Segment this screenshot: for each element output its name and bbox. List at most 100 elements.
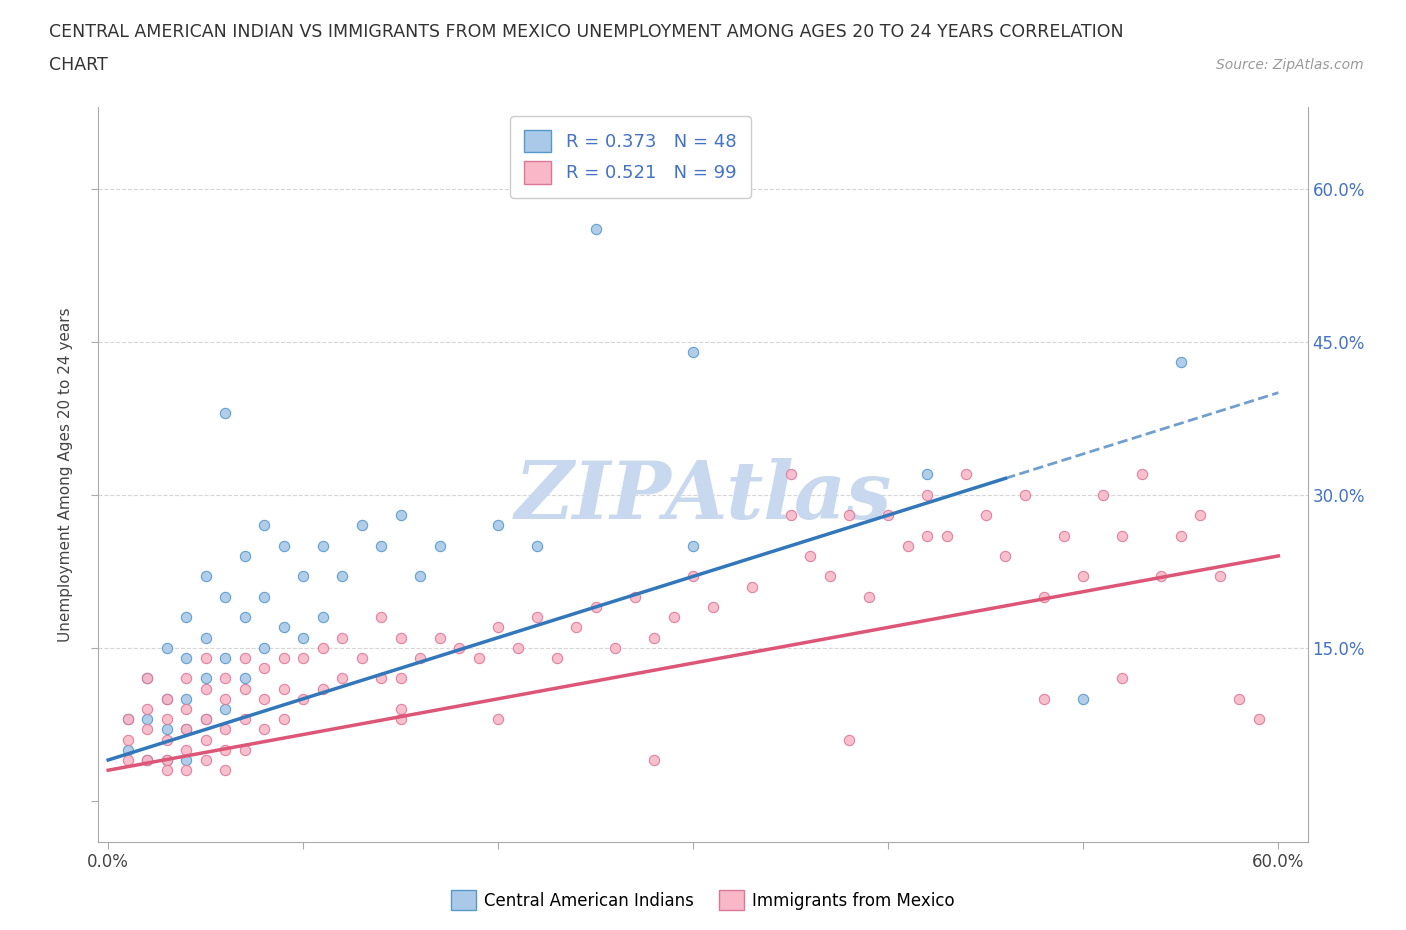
Point (136, 671, 159, 685)
Point (935, 528, 957, 543)
Point (1150, 569, 1173, 584)
Point (486, 518, 509, 533)
Point (1071, 569, 1094, 584)
Point (643, 631, 665, 645)
Point (1071, 691, 1094, 706)
Point (214, 763, 236, 777)
Point (214, 701, 236, 716)
Point (389, 508, 412, 523)
Point (623, 590, 645, 604)
Point (136, 701, 159, 716)
Point (897, 538, 920, 553)
Point (273, 538, 295, 553)
Point (156, 691, 179, 706)
Point (1111, 528, 1133, 543)
Point (643, 752, 665, 767)
Point (1033, 691, 1056, 706)
Point (136, 722, 159, 737)
Point (174, 763, 197, 777)
Point (136, 711, 159, 726)
Point (565, 620, 588, 635)
Point (253, 691, 276, 706)
Text: Source: ZipAtlas.com: Source: ZipAtlas.com (1216, 58, 1364, 72)
Point (429, 631, 451, 645)
Point (174, 722, 197, 737)
Point (292, 569, 315, 584)
Point (273, 681, 295, 696)
Point (156, 752, 179, 767)
Point (174, 691, 197, 706)
Point (253, 660, 276, 675)
Point (682, 569, 704, 584)
Point (350, 651, 373, 666)
Point (194, 711, 217, 726)
Point (156, 711, 179, 726)
Point (174, 722, 197, 737)
Point (253, 722, 276, 737)
Point (1111, 671, 1133, 685)
Text: CHART: CHART (49, 56, 108, 73)
Point (917, 467, 939, 482)
Point (389, 711, 412, 726)
Legend: Central American Indians, Immigrants from Mexico: Central American Indians, Immigrants fro… (444, 884, 962, 917)
Point (838, 732, 860, 747)
Point (1189, 508, 1212, 523)
Point (449, 641, 471, 656)
Point (605, 641, 627, 656)
Y-axis label: Unemployment Among Ages 20 to 24 years: Unemployment Among Ages 20 to 24 years (58, 307, 73, 642)
Point (389, 671, 412, 685)
Point (117, 732, 139, 747)
Point (1053, 528, 1076, 543)
Point (174, 742, 197, 757)
Point (194, 711, 217, 726)
Point (409, 569, 432, 584)
Point (682, 344, 704, 359)
Point (330, 569, 353, 584)
Legend: R = 0.373   N = 48, R = 0.521   N = 99: R = 0.373 N = 48, R = 0.521 N = 99 (510, 116, 751, 198)
Point (409, 651, 432, 666)
Point (214, 691, 236, 706)
Point (233, 742, 256, 757)
Point (429, 538, 451, 553)
Point (779, 467, 801, 482)
Point (174, 752, 197, 767)
Point (877, 508, 900, 523)
Point (214, 590, 236, 604)
Point (994, 549, 1017, 564)
Point (526, 538, 548, 553)
Point (1170, 354, 1192, 369)
Point (156, 691, 179, 706)
Point (156, 722, 179, 737)
Point (117, 742, 139, 757)
Point (214, 405, 236, 420)
Point (312, 641, 335, 656)
Point (273, 651, 295, 666)
Point (273, 711, 295, 726)
Point (955, 467, 977, 482)
Point (136, 752, 159, 767)
Point (174, 610, 197, 625)
Point (312, 538, 335, 553)
Point (292, 651, 315, 666)
Point (370, 610, 392, 625)
Point (838, 508, 860, 523)
Point (858, 590, 880, 604)
Point (136, 671, 159, 685)
Point (389, 631, 412, 645)
Point (526, 610, 548, 625)
Point (273, 620, 295, 635)
Point (741, 579, 763, 594)
Point (330, 631, 353, 645)
Point (214, 671, 236, 685)
Point (156, 763, 179, 777)
Point (233, 610, 256, 625)
Point (1170, 528, 1192, 543)
Point (486, 711, 509, 726)
Point (253, 590, 276, 604)
Point (917, 528, 939, 543)
Point (117, 711, 139, 726)
Point (194, 569, 217, 584)
Point (779, 508, 801, 523)
Point (585, 222, 607, 237)
Point (174, 651, 197, 666)
